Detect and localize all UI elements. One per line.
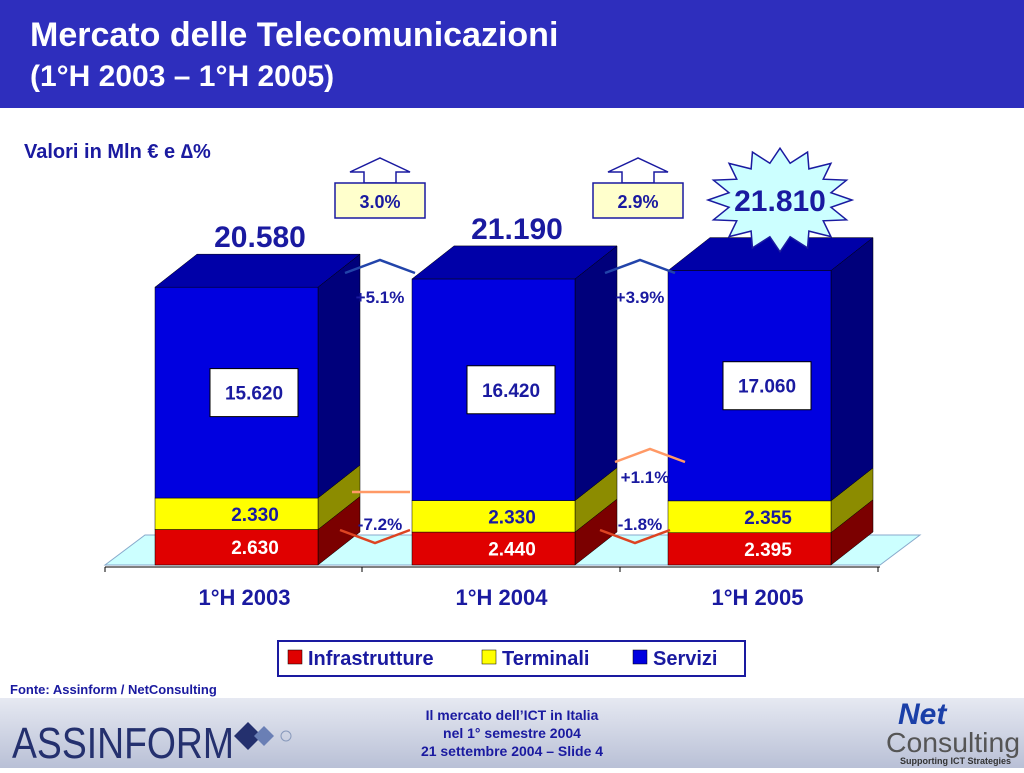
logo-tagline: Supporting ICT Strategies	[900, 756, 1011, 766]
growth-connector	[614, 447, 686, 464]
total-star	[705, 146, 855, 254]
logo-diamonds	[234, 722, 292, 750]
chart-title: Valori in Mln € e ∆%	[24, 141, 211, 163]
subtitle: (1°H 2003 – 1°H 2005)	[30, 60, 334, 93]
bar-segment	[667, 499, 874, 566]
growth-label: 2.9%	[617, 192, 658, 212]
legend-box	[277, 640, 746, 677]
bar-segment	[667, 237, 874, 502]
header-band	[0, 0, 1024, 108]
value-label: 2.355	[744, 508, 792, 529]
total-label: 20.580	[214, 221, 306, 254]
value-label: 2.330	[231, 505, 279, 526]
bar	[667, 532, 832, 566]
bar-top	[154, 253, 361, 288]
legend-swatch	[632, 649, 648, 665]
footer-line: 21 settembre 2004 – Slide 4	[421, 743, 603, 759]
bar-segment	[154, 464, 361, 531]
value-label-box	[209, 368, 299, 418]
footer-line: nel 1° semestre 2004	[443, 725, 581, 741]
growth-label: 3.0%	[359, 192, 400, 212]
bar	[154, 497, 319, 530]
growth-arrow	[607, 157, 669, 184]
growth-box	[592, 182, 684, 219]
value-label: 2.630	[231, 538, 279, 559]
title: Mercato delle Telecomunicazioni	[30, 16, 558, 54]
bar	[154, 529, 319, 566]
value-label-box	[722, 361, 812, 411]
value-label: 2.330	[488, 507, 536, 528]
logo-left: ASSINFORM	[12, 719, 234, 768]
legend-swatch	[481, 649, 497, 665]
value-label: 17.060	[738, 377, 796, 398]
footer-line: Il mercato dell’ICT in Italia	[426, 707, 599, 723]
total-label: 21.810	[734, 185, 826, 218]
growth-label: +5.1%	[356, 288, 405, 307]
total-label: 21.190	[471, 213, 563, 246]
growth-label: +1.1%	[621, 468, 670, 487]
legend-swatch	[287, 649, 303, 665]
x-tick-label: 1°H 2003	[199, 585, 291, 610]
footer-band	[0, 698, 1024, 768]
source: Fonte: Assinform / NetConsulting	[10, 682, 217, 697]
bar-side	[574, 245, 618, 502]
x-tick-label: 1°H 2004	[456, 585, 549, 610]
x-tick-label: 1°H 2005	[712, 585, 804, 610]
growth-box	[334, 182, 426, 219]
bar-top	[411, 245, 618, 280]
growth-connector	[344, 258, 416, 275]
growth-arrow	[349, 157, 411, 184]
bar-segment	[667, 467, 874, 534]
value-label: 15.620	[225, 384, 283, 405]
bar-segment	[411, 498, 618, 566]
bar	[667, 500, 832, 533]
growth-label: -1.8%	[618, 515, 662, 534]
value-label: 2.395	[744, 540, 792, 561]
bar-side	[830, 237, 874, 502]
legend-label: Servizi	[653, 648, 717, 670]
growth-connector	[604, 258, 676, 275]
value-label: 2.440	[488, 540, 536, 561]
growth-connector	[599, 528, 671, 545]
bar-side	[317, 253, 361, 499]
legend-label: Infrastrutture	[308, 648, 434, 670]
growth-label: +3.9%	[616, 288, 665, 307]
growth-connector	[339, 528, 411, 545]
bar-top	[667, 237, 874, 271]
bar	[411, 531, 576, 566]
logo-right: Net	[898, 698, 948, 731]
legend-label: Terminali	[502, 648, 589, 670]
value-label: 16.420	[482, 381, 540, 402]
logo-right: Consulting	[886, 727, 1020, 758]
growth-label: -7.2%	[358, 515, 402, 534]
value-label-box	[466, 365, 556, 415]
